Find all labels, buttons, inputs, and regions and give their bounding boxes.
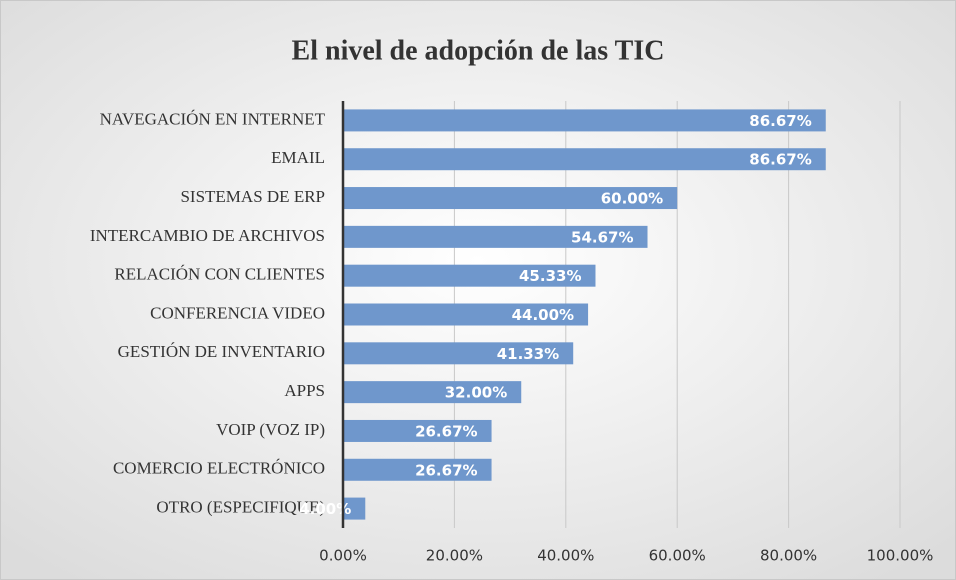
y-tick-label: COMERCIO ELECTRÓNICO (113, 459, 325, 478)
data-label: 45.33% (519, 267, 581, 285)
y-tick-label: SISTEMAS DE ERP (180, 187, 325, 206)
y-tick-label: VOIP (VOZ IP) (216, 420, 325, 439)
y-tick-label: GESTIÓN DE INVENTARIO (118, 342, 325, 361)
data-label: 44.00% (512, 306, 574, 324)
bar (343, 458, 492, 481)
x-tick-label: 60.00% (649, 547, 706, 565)
bar (343, 187, 678, 210)
data-label: 41.33% (497, 345, 559, 363)
y-tick-label: OTRO (ESPECIFIQUE) (156, 497, 325, 516)
bar (343, 497, 366, 520)
x-tick-label: 80.00% (760, 547, 817, 565)
data-label: 60.00% (601, 190, 663, 208)
bar (343, 264, 596, 287)
x-tick-label: 20.00% (426, 547, 483, 565)
data-label: 4.00% (299, 500, 351, 518)
bar (343, 148, 826, 171)
data-label: 86.67% (749, 112, 811, 130)
x-tick-label: 0.00% (319, 547, 367, 565)
y-tick-label: EMAIL (271, 148, 325, 167)
bar (343, 419, 492, 442)
chart-title: El nivel de adopción de las TIC (292, 35, 665, 66)
bar (343, 303, 589, 326)
y-tick-label: RELACIÓN CON CLIENTES (114, 265, 325, 284)
y-tick-label: INTERCAMBIO DE ARCHIVOS (90, 226, 325, 245)
bar (343, 109, 826, 132)
data-label: 26.67% (415, 461, 477, 479)
data-label: 26.67% (415, 422, 477, 440)
bar (343, 225, 648, 248)
bar (343, 381, 522, 404)
y-tick-label: CONFERENCIA VIDEO (150, 303, 325, 322)
data-label: 32.00% (445, 384, 507, 402)
x-tick-label: 40.00% (537, 547, 594, 565)
x-tick-label: 100.00% (867, 547, 934, 565)
y-tick-label: NAVEGACIÓN EN INTERNET (100, 109, 326, 128)
bar (343, 342, 574, 365)
y-tick-label: APPS (284, 381, 325, 400)
data-label: 54.67% (571, 228, 633, 246)
data-label: 86.67% (749, 151, 811, 169)
